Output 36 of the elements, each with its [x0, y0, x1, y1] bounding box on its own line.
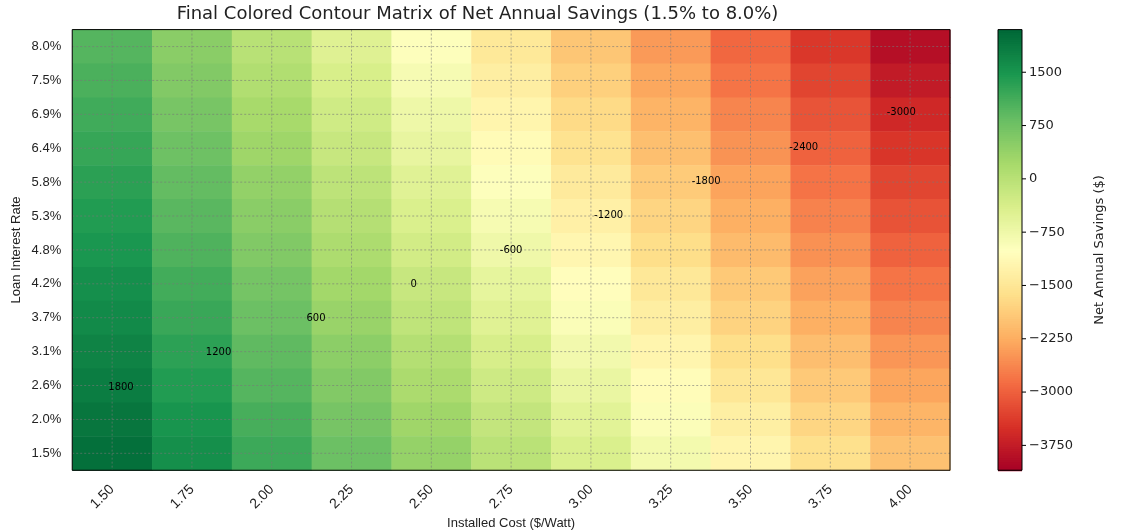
- color-bar-label: 0: [1029, 170, 1038, 186]
- y-tick-label: 5.8%: [31, 173, 62, 189]
- y-tick-label: 6.4%: [31, 139, 62, 155]
- annotation: 1200: [205, 346, 232, 358]
- annotation: 1800: [108, 380, 134, 392]
- x-tick-label: 3.00: [565, 480, 596, 512]
- x-tick-label: 4.00: [884, 480, 916, 512]
- y-tick-label: 1.5%: [31, 444, 62, 460]
- x-axis-title: Installed Cost ($/Watt): [447, 514, 576, 530]
- color-bar-title: Net Annual Savings ($): [1091, 175, 1107, 325]
- y-tick-label: 4.2%: [31, 275, 62, 291]
- y-tick-label: 2.6%: [31, 377, 62, 393]
- annotation: -1200: [594, 209, 624, 221]
- y-tick-label: 8.0%: [31, 38, 62, 54]
- y-tick-label: 2.0%: [31, 410, 62, 426]
- annotation: -600: [499, 243, 523, 255]
- y-tick-label: 4.8%: [31, 241, 62, 257]
- color-bar-label: −3000: [1029, 383, 1073, 399]
- color-bar-label: 750: [1029, 116, 1054, 132]
- color-bar-label: −1500: [1029, 276, 1073, 292]
- y-tick-label: 5.3%: [31, 207, 62, 223]
- annotation: -1800: [691, 174, 721, 186]
- color-bar-label: −2250: [1029, 330, 1073, 346]
- y-tick-label: 6.9%: [31, 105, 62, 121]
- annotation: -2400: [789, 140, 819, 152]
- annotation: 0: [410, 277, 417, 289]
- color-bar-label: 1500: [1029, 63, 1063, 79]
- annotation: 600: [306, 312, 326, 324]
- y-tick-label: 7.5%: [31, 72, 62, 88]
- color-bar-label: −750: [1029, 223, 1065, 239]
- y-tick-label: 3.7%: [31, 309, 62, 325]
- color-bar-label: −3750: [1029, 436, 1073, 452]
- chart-title: Final Colored Contour Matrix of Net Annual Savings (1.5% to 8.0%): [176, 2, 779, 24]
- y-tick-label: 3.1%: [31, 343, 62, 359]
- annotation: -3000: [886, 106, 916, 118]
- y-axis-title: Loan Interest Rate: [8, 196, 24, 304]
